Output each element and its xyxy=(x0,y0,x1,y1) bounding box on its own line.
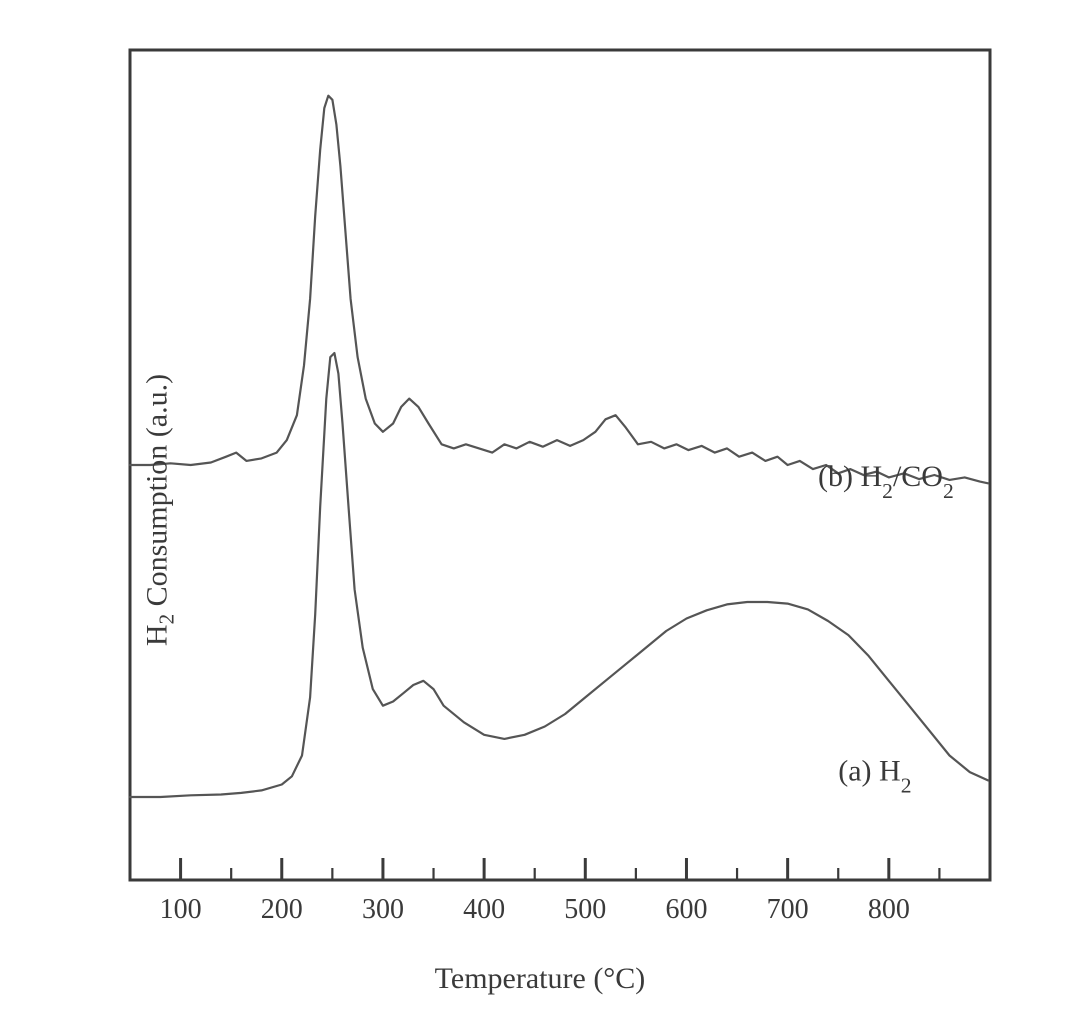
chart-svg: 100200300400500600700800(a) H2(b) H2/CO2 xyxy=(60,30,1020,990)
y-axis-label: H2 Consumption (a.u.) xyxy=(141,374,180,646)
svg-text:300: 300 xyxy=(362,894,404,925)
svg-text:800: 800 xyxy=(868,894,910,925)
svg-text:600: 600 xyxy=(665,894,707,925)
svg-text:100: 100 xyxy=(160,894,202,925)
svg-text:700: 700 xyxy=(767,894,809,925)
svg-text:200: 200 xyxy=(261,894,303,925)
x-axis-label: Temperature (°C) xyxy=(60,962,1020,996)
svg-text:500: 500 xyxy=(564,894,606,925)
svg-text:400: 400 xyxy=(463,894,505,925)
tpr-chart: 100200300400500600700800(a) H2(b) H2/CO2… xyxy=(60,30,1020,990)
